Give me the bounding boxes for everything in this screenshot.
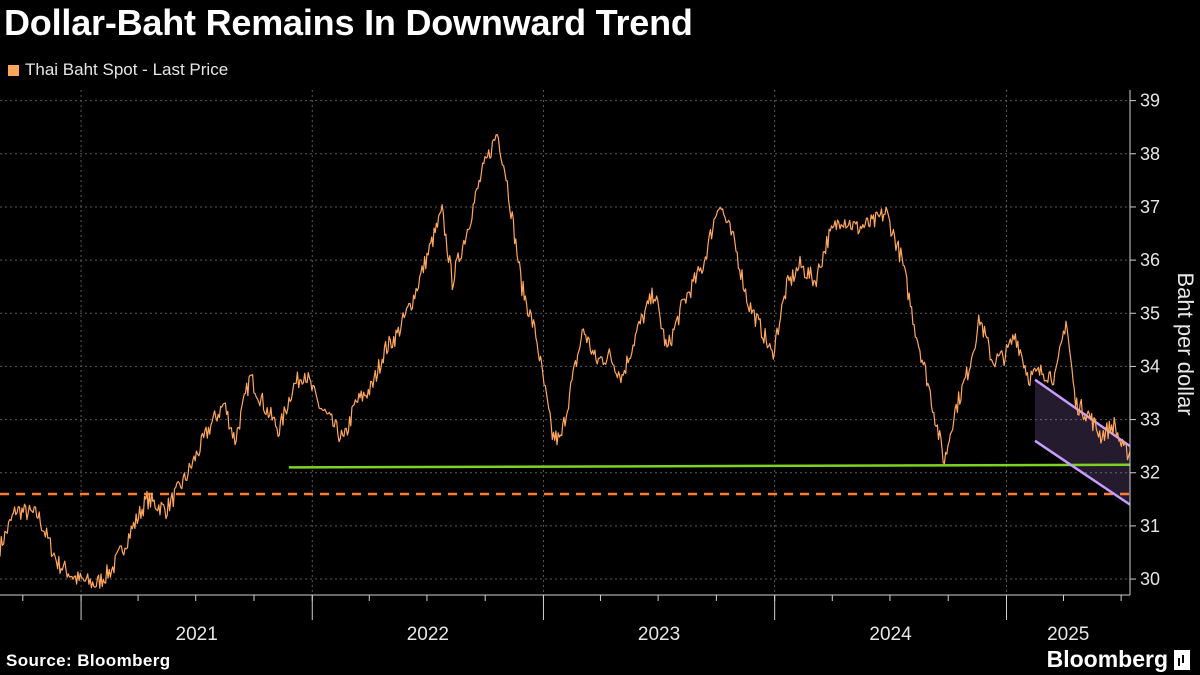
chart-title: Dollar-Baht Remains In Downward Trend <box>4 2 693 43</box>
channel-fill <box>1034 379 1130 505</box>
x-tick-label: 2025 <box>1047 624 1089 645</box>
y-tick-label: 36 <box>1140 250 1160 270</box>
y-tick-label: 39 <box>1140 91 1160 111</box>
legend-label: Thai Baht Spot - Last Price <box>25 60 229 79</box>
series-line <box>0 134 1131 589</box>
support-line <box>288 463 1131 469</box>
axes: 30 31 32 33 34 35 36 37 38 39 2021 2022 2023 2024 2025 <box>0 90 1160 645</box>
y-tick-label: 38 <box>1140 144 1160 164</box>
y-tick-label: 33 <box>1140 410 1160 430</box>
legend: Thai Baht Spot - Last Price <box>8 60 228 80</box>
brand-name: Bloomberg <box>1046 646 1168 672</box>
x-tick-label: 2023 <box>638 624 680 645</box>
source-note: Source: Bloomberg <box>6 651 171 670</box>
chart-icon <box>1174 649 1190 670</box>
series-group <box>0 134 1131 589</box>
x-tick-label: 2022 <box>407 624 449 645</box>
downtrend-channel-lower <box>1034 439 1131 506</box>
y-tick-label: 35 <box>1140 303 1160 323</box>
y-tick-label: 31 <box>1140 516 1160 536</box>
bloomberg-logo: Bloomberg <box>1047 646 1190 673</box>
x-tick-label: 2024 <box>869 624 912 645</box>
y-tick-label: 34 <box>1140 356 1160 376</box>
y-tick-label: 30 <box>1140 569 1160 589</box>
y-tick-label: 32 <box>1140 463 1160 483</box>
legend-swatch <box>8 64 19 76</box>
y-tick-label: 37 <box>1140 197 1160 217</box>
x-tick-label: 2021 <box>176 624 218 645</box>
grid <box>0 90 1130 595</box>
y-axis-title: Baht per dollar <box>1173 272 1198 415</box>
